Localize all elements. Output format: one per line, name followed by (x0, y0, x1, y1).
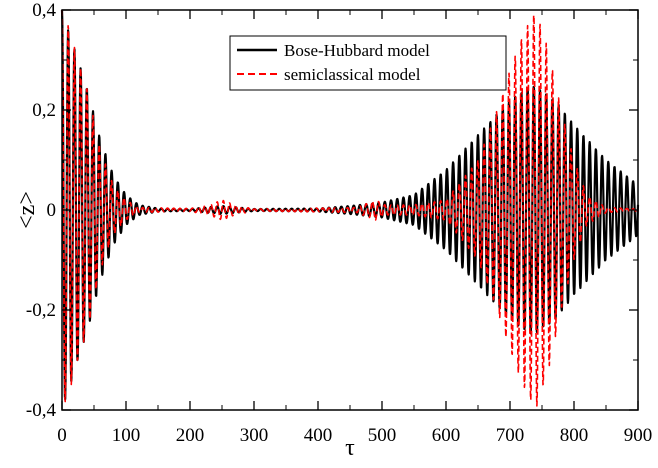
legend-box (229, 35, 507, 91)
y-tick-label: 0,4 (32, 0, 56, 21)
x-tick-label: 400 (304, 425, 333, 446)
x-tick-label: 100 (112, 425, 141, 446)
y-axis-label: <z> (14, 191, 40, 229)
legend-label-bose-hubbard: Bose-Hubbard model (284, 41, 430, 60)
legend-label-semiclassical: semiclassical model (284, 65, 421, 84)
x-tick-label: 200 (176, 425, 205, 446)
x-axis-label: τ (345, 435, 355, 461)
x-tick-label: 600 (432, 425, 461, 446)
series-layer (60, 9, 640, 407)
x-tick-label: 700 (496, 425, 525, 446)
y-tick-label: 0,2 (32, 100, 56, 121)
ticks-layer: 0 100 200 300 400 500 600 700 800 900 -0,4 -0,2 0 0,2… (26, 0, 652, 446)
series-line-semiclassical (61, 9, 639, 407)
x-tick-label: 300 (240, 425, 269, 446)
x-tick-label: 900 (624, 425, 653, 446)
x-tick-label: 800 (560, 425, 589, 446)
legend: Bose-Hubbard model semiclassical model (229, 35, 507, 91)
y-tick-label: -0,2 (26, 300, 56, 321)
y-tick-label: -0,4 (26, 400, 57, 421)
x-tick-label: 500 (368, 425, 397, 446)
y-tick-label: 0 (47, 200, 57, 221)
x-tick-label: 0 (57, 425, 67, 446)
